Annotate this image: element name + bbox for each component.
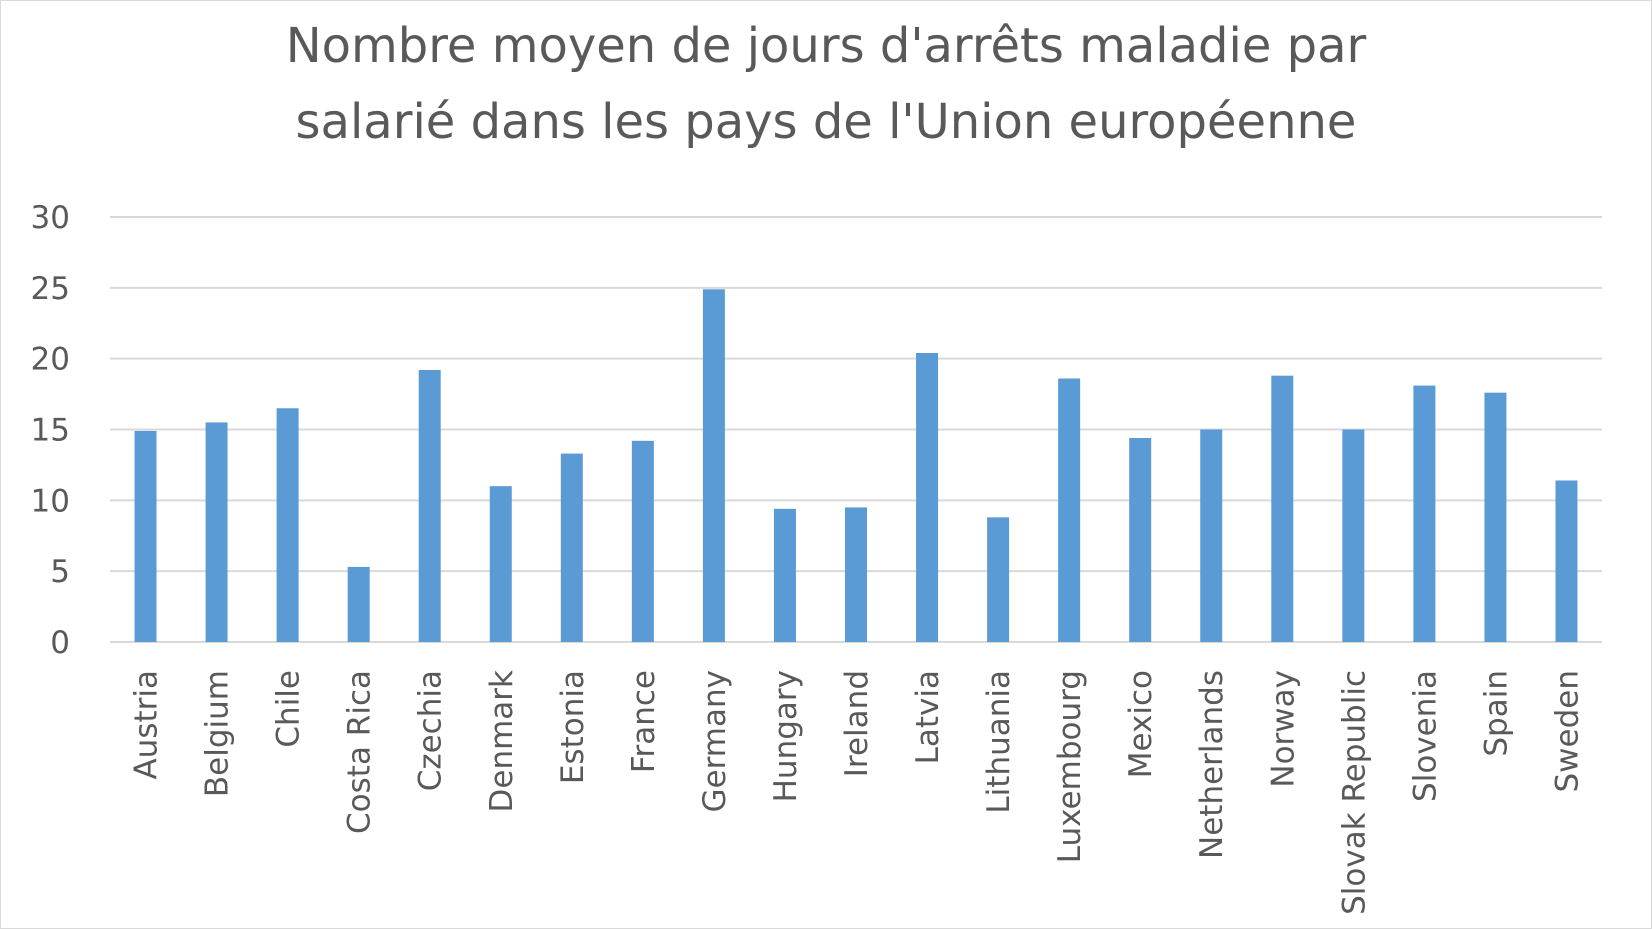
y-tick-label: 0: [50, 625, 70, 661]
bar: [773, 508, 796, 642]
x-tick-label: Sweden: [1549, 670, 1585, 793]
y-tick-label: 10: [31, 483, 70, 519]
x-tick-label: Norway: [1265, 670, 1301, 788]
x-tick-label: Czechia: [413, 670, 449, 791]
bar: [134, 430, 157, 642]
chart-title-line-1: Nombre moyen de jours d'arrêts maladie p…: [285, 18, 1367, 74]
bar: [1200, 429, 1223, 642]
x-tick-label: Slovak Republic: [1336, 670, 1372, 915]
y-tick-label: 20: [31, 342, 70, 378]
x-tick-label: Lithuania: [981, 670, 1017, 814]
bar: [205, 422, 228, 642]
bar: [845, 507, 867, 642]
bar: [1058, 378, 1081, 642]
x-tick-label: Latvia: [910, 670, 946, 764]
bar: [1342, 429, 1365, 642]
bar: [631, 440, 654, 642]
x-tick-label: France: [626, 670, 662, 773]
x-tick-label: Netherlands: [1194, 670, 1230, 859]
bar: [489, 486, 512, 642]
x-tick-label: Costa Rica: [342, 670, 378, 834]
chart-title: Nombre moyen de jours d'arrêts maladie p…: [120, 8, 1532, 160]
y-tick-label: 25: [31, 271, 70, 307]
x-tick-label: Slovenia: [1407, 670, 1443, 802]
x-tick-label: Ireland: [839, 670, 875, 777]
x-tick-label: Hungary: [768, 670, 804, 802]
bar: [916, 353, 939, 642]
bar: [560, 453, 583, 642]
bar: [1129, 438, 1152, 642]
x-tick-label: Mexico: [1123, 670, 1159, 778]
bar: [1413, 385, 1436, 642]
x-tick-label: Denmark: [484, 670, 520, 813]
x-tick-label: Austria: [129, 670, 165, 780]
chart-title-line-2: salarié dans les pays de l'Union europée…: [295, 94, 1357, 150]
bar: [1484, 392, 1507, 642]
x-tick-label: Luxembourg: [1052, 670, 1088, 863]
bar: [418, 370, 441, 642]
x-tick-label: Estonia: [555, 670, 591, 784]
bar: [702, 289, 725, 642]
x-tick-label: Chile: [271, 670, 307, 748]
y-tick-label: 30: [31, 200, 70, 236]
x-tick-label: Belgium: [200, 670, 236, 797]
x-tick-label: Spain: [1478, 670, 1514, 757]
x-tick-label: Germany: [697, 670, 733, 812]
bar: [987, 517, 1010, 642]
bar: [1555, 480, 1578, 642]
bar: [347, 566, 370, 642]
bar: [276, 408, 299, 642]
y-tick-label: 5: [50, 554, 70, 590]
bar: [1271, 375, 1294, 642]
y-tick-label: 15: [31, 413, 70, 449]
